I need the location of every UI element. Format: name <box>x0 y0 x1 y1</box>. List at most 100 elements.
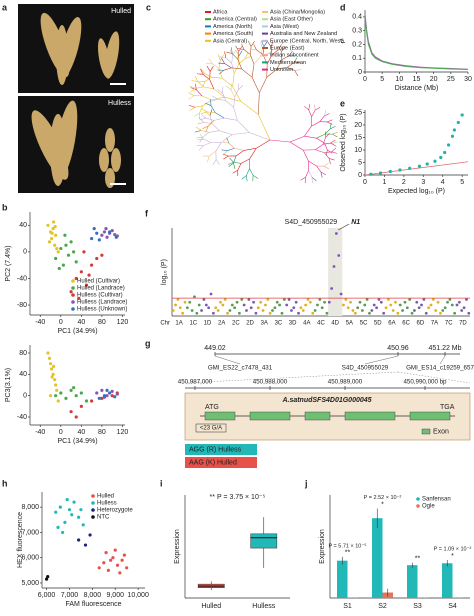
legend-label: Heterozygote <box>97 508 133 514</box>
branch <box>201 130 210 133</box>
branch <box>327 149 333 154</box>
point <box>61 530 65 535</box>
point <box>436 300 440 304</box>
x-tick-label: S1 <box>343 603 352 610</box>
legend-label: Hulled <box>97 494 114 500</box>
branch <box>233 163 236 169</box>
point <box>48 362 53 366</box>
branch <box>195 126 202 131</box>
branch <box>205 102 212 106</box>
branch <box>304 105 309 111</box>
seed-shapes <box>40 12 120 85</box>
branch <box>233 63 240 74</box>
x-tick-label: 6D <box>416 321 424 327</box>
legend-swatch <box>205 39 211 42</box>
point <box>95 231 99 235</box>
branch <box>305 170 309 178</box>
point <box>320 306 324 310</box>
point <box>56 399 60 403</box>
point <box>65 497 69 502</box>
legend-swatch <box>262 32 268 35</box>
point <box>51 372 55 376</box>
point <box>425 162 429 166</box>
point <box>110 389 114 393</box>
y-tick-label: 0.3 <box>352 28 362 35</box>
point <box>344 298 348 301</box>
branch <box>224 51 227 58</box>
branch <box>253 56 262 65</box>
legend-label: Hulled (Cultivar) <box>77 279 120 285</box>
point <box>64 396 68 400</box>
y-tick-label: 10 <box>354 147 362 154</box>
point <box>424 311 428 315</box>
branch <box>202 132 210 138</box>
point <box>113 548 117 552</box>
branch <box>229 49 233 56</box>
legend-label: America (North) <box>213 24 253 30</box>
x-tick-label: 6A <box>388 321 395 327</box>
branch <box>211 98 218 102</box>
x-tick-label: 7A <box>431 321 438 327</box>
branch <box>225 100 234 108</box>
branch <box>314 104 316 111</box>
legend-label: Hulless (Cultivar) <box>77 293 123 299</box>
branch <box>212 63 220 69</box>
point <box>50 375 54 379</box>
legend-swatch <box>205 18 211 21</box>
point <box>290 309 293 312</box>
y-tick-label: 0.1 <box>352 55 362 62</box>
x-tick-label: 1 <box>382 179 386 186</box>
branch <box>219 130 233 135</box>
point <box>44 577 49 581</box>
point <box>365 298 369 301</box>
point <box>174 303 177 307</box>
x-tick-label: -40 <box>35 319 45 326</box>
branch <box>188 92 195 96</box>
branch <box>221 149 228 151</box>
branch <box>316 137 325 144</box>
branch <box>325 133 330 138</box>
legend-label: Asia (East Other) <box>270 17 313 23</box>
legend-marker <box>91 501 95 505</box>
branch <box>331 147 337 153</box>
legend-swatch <box>205 32 211 35</box>
branch <box>231 47 233 54</box>
start-codon: ATG <box>205 404 219 411</box>
point <box>271 309 274 312</box>
branch <box>215 159 220 165</box>
point <box>391 309 395 312</box>
photo-label: Hulless <box>108 100 131 107</box>
branch <box>246 168 250 176</box>
exon <box>249 411 291 421</box>
point <box>252 300 255 304</box>
point <box>242 303 246 307</box>
point <box>115 392 119 396</box>
x-tick-label: -40 <box>35 429 45 436</box>
point <box>387 298 390 301</box>
branch <box>231 67 242 70</box>
branch <box>189 106 196 111</box>
branch <box>241 43 245 50</box>
exon <box>409 411 451 421</box>
branch <box>202 99 212 107</box>
point <box>120 558 124 562</box>
box <box>250 533 278 549</box>
branch <box>232 132 250 135</box>
point <box>55 388 59 392</box>
point <box>238 311 241 315</box>
branch <box>233 155 237 164</box>
branch <box>293 57 298 63</box>
branch <box>209 150 217 157</box>
point <box>337 254 341 257</box>
significance: * <box>381 501 384 508</box>
branch <box>260 48 263 57</box>
x-tick-label: Hulled <box>201 603 221 610</box>
branch <box>311 121 320 127</box>
point <box>67 508 72 512</box>
branch <box>308 104 310 111</box>
legend-label: Hulless (Landrace) <box>77 300 127 306</box>
point <box>72 500 76 504</box>
branch <box>231 63 235 74</box>
point <box>110 394 114 398</box>
